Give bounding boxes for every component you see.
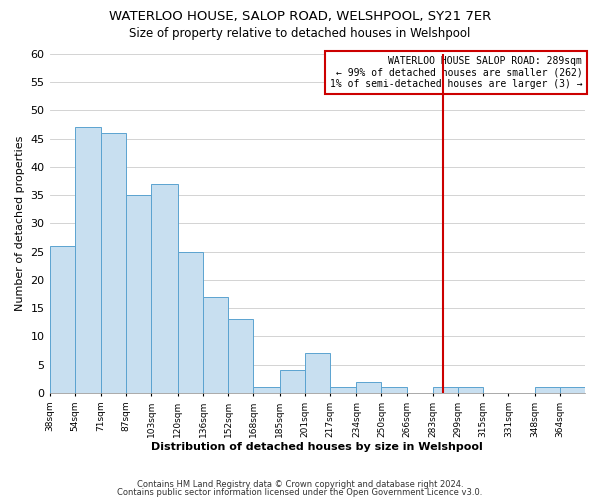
Bar [356, 382, 382, 393]
Bar [535, 388, 560, 393]
Bar [203, 297, 228, 393]
Y-axis label: Number of detached properties: Number of detached properties [15, 136, 25, 311]
Bar [101, 133, 126, 393]
Text: WATERLOO HOUSE SALOP ROAD: 289sqm
← 99% of detached houses are smaller (262)
1% : WATERLOO HOUSE SALOP ROAD: 289sqm ← 99% … [329, 56, 583, 89]
Bar [433, 388, 458, 393]
Bar [305, 354, 330, 393]
Bar [560, 388, 585, 393]
Text: Size of property relative to detached houses in Welshpool: Size of property relative to detached ho… [130, 28, 470, 40]
Text: Contains public sector information licensed under the Open Government Licence v3: Contains public sector information licen… [118, 488, 482, 497]
Bar [330, 388, 356, 393]
Bar [458, 388, 483, 393]
Bar [228, 320, 253, 393]
Text: Contains HM Land Registry data © Crown copyright and database right 2024.: Contains HM Land Registry data © Crown c… [137, 480, 463, 489]
Bar [253, 388, 280, 393]
Bar [126, 195, 151, 393]
Bar [50, 246, 74, 393]
Bar [382, 388, 407, 393]
Bar [280, 370, 305, 393]
X-axis label: Distribution of detached houses by size in Welshpool: Distribution of detached houses by size … [151, 442, 483, 452]
Text: WATERLOO HOUSE, SALOP ROAD, WELSHPOOL, SY21 7ER: WATERLOO HOUSE, SALOP ROAD, WELSHPOOL, S… [109, 10, 491, 23]
Bar [151, 184, 178, 393]
Bar [178, 252, 203, 393]
Bar [74, 128, 101, 393]
